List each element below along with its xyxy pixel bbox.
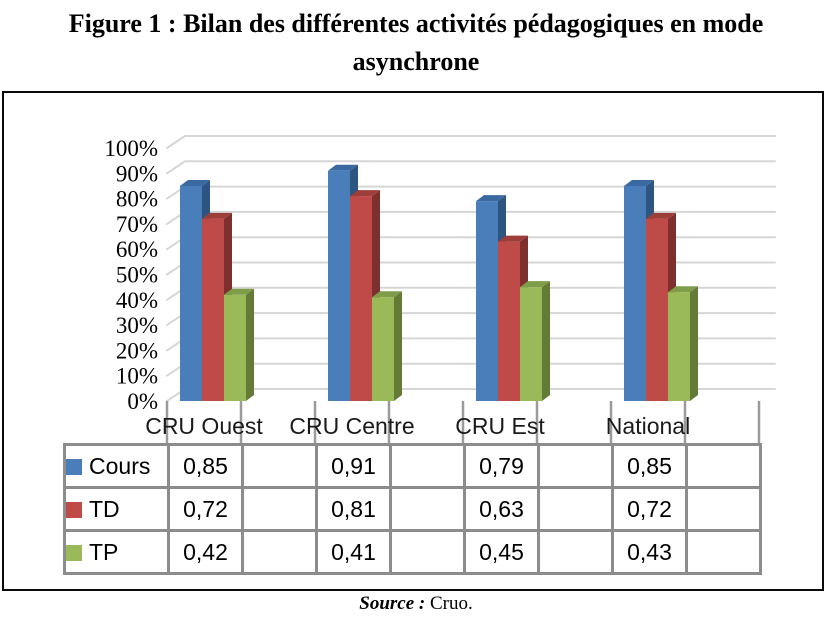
- table-cell-empty: [389, 529, 466, 575]
- table-cell-value: 0,85: [611, 443, 688, 489]
- chart-data-table: Cours 0,85 0,91 0,79 0,85 TD 0,72 0,81 0,63 0,72 T…: [63, 443, 762, 575]
- source-value: Cruo.: [429, 593, 473, 614]
- legend-swatch-tp: [67, 544, 82, 561]
- table-row-cours: Cours 0,85 0,91 0,79 0,85: [63, 443, 762, 489]
- table-cell-value: 0,72: [167, 486, 244, 532]
- table-cell-empty: [241, 486, 318, 532]
- series-name: Cours: [89, 452, 151, 479]
- figure-title-line1: Figure 1 : Bilan des différentes activit…: [68, 9, 764, 38]
- data-table-body: Cours 0,85 0,91 0,79 0,85 TD 0,72 0,81 0,63 0,72 T…: [63, 443, 762, 575]
- legend-cell-tp: TP: [63, 529, 170, 575]
- table-cell-value: 0,79: [463, 443, 540, 489]
- table-cell-empty: [389, 486, 466, 532]
- table-cell-value: 0,91: [315, 443, 392, 489]
- table-cell-empty: [537, 486, 614, 532]
- table-cell-value: 0,41: [315, 529, 392, 575]
- table-cell-empty: [241, 443, 318, 489]
- figure-title-line2: asynchrone: [352, 47, 480, 76]
- legend-swatch-td: [67, 501, 82, 518]
- table-row-tp: TP 0,42 0,41 0,45 0,43: [63, 529, 762, 575]
- table-cell-empty: [389, 443, 466, 489]
- figure-title: Figure 1 : Bilan des différentes activit…: [0, 5, 832, 81]
- table-cell-value: 0,63: [463, 486, 540, 532]
- legend-swatch-cours: [67, 458, 82, 475]
- table-cell-empty: [537, 443, 614, 489]
- table-cell-value: 0,85: [167, 443, 244, 489]
- table-cell-value: 0,42: [167, 529, 244, 575]
- source-label: Source :: [359, 593, 426, 614]
- table-cell-empty: [241, 529, 318, 575]
- series-name: TD: [89, 495, 120, 522]
- source-note: Source : Cruo.: [0, 593, 832, 615]
- legend-cell-td: TD: [63, 486, 170, 532]
- table-cell-value: 0,43: [611, 529, 688, 575]
- table-cell-empty: [685, 443, 762, 489]
- table-row-td: TD 0,72 0,81 0,63 0,72: [63, 486, 762, 532]
- legend-cell-cours: Cours: [63, 443, 170, 489]
- table-cell-value: 0,72: [611, 486, 688, 532]
- table-cell-empty: [685, 529, 762, 575]
- table-cell-value: 0,45: [463, 529, 540, 575]
- table-cell-empty: [685, 486, 762, 532]
- table-cell-value: 0,81: [315, 486, 392, 532]
- series-name: TP: [89, 538, 119, 565]
- table-cell-empty: [537, 529, 614, 575]
